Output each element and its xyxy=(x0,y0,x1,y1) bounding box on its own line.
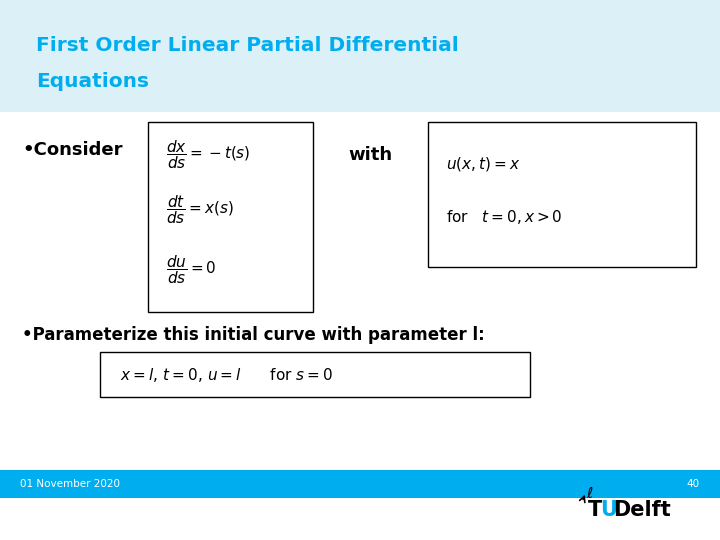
FancyBboxPatch shape xyxy=(428,122,696,267)
Text: Delft: Delft xyxy=(613,500,671,520)
Text: T: T xyxy=(588,500,602,520)
Text: First Order Linear Partial Differential: First Order Linear Partial Differential xyxy=(36,36,459,55)
FancyBboxPatch shape xyxy=(0,0,720,112)
Text: $\mathrm{for}\quad t=0, x>0$: $\mathrm{for}\quad t=0, x>0$ xyxy=(446,208,562,226)
FancyBboxPatch shape xyxy=(100,352,530,397)
Text: U: U xyxy=(600,500,617,520)
Text: 40: 40 xyxy=(687,479,700,489)
FancyBboxPatch shape xyxy=(0,470,720,498)
Text: Equations: Equations xyxy=(36,72,149,91)
FancyBboxPatch shape xyxy=(148,122,313,312)
Text: with: with xyxy=(348,146,392,164)
Text: •Parameterize this initial curve with parameter l:: •Parameterize this initial curve with pa… xyxy=(22,326,485,344)
Text: $u(x,t) = x$: $u(x,t) = x$ xyxy=(446,155,521,173)
Text: $\dfrac{dt}{ds} = x(s)$: $\dfrac{dt}{ds} = x(s)$ xyxy=(166,194,234,226)
Text: $x = l,\, t = 0,\, u = l \qquad \mathrm{for}\ s = 0$: $x = l,\, t = 0,\, u = l \qquad \mathrm{… xyxy=(120,366,333,383)
Text: $\dfrac{dx}{ds} = -t(s)$: $\dfrac{dx}{ds} = -t(s)$ xyxy=(166,139,251,171)
Text: 01 November 2020: 01 November 2020 xyxy=(20,479,120,489)
Text: $\!\ell$: $\!\ell$ xyxy=(586,487,594,502)
Text: •Consider: •Consider xyxy=(22,141,122,159)
Text: $\dfrac{du}{ds} = 0$: $\dfrac{du}{ds} = 0$ xyxy=(166,254,217,286)
